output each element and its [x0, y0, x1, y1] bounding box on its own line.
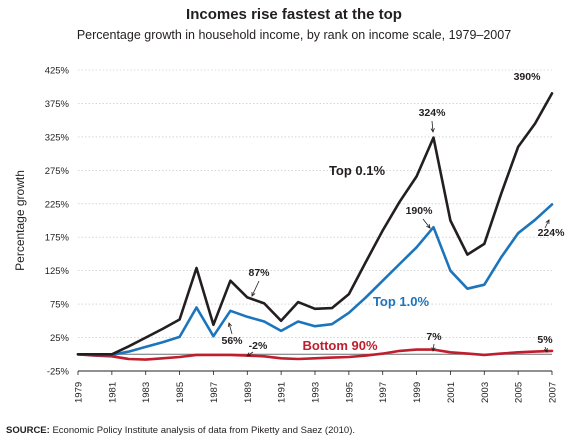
y-tick-label: 25%: [50, 333, 70, 344]
annotation-arrow: [228, 322, 233, 335]
x-tick-label: 1985: [175, 382, 186, 403]
annotation-arrowhead: [227, 322, 232, 328]
annotation-arrowhead: [246, 352, 252, 357]
series-line-bottom-90: [76, 348, 554, 361]
y-tick-label: 125%: [45, 266, 70, 277]
series-line-top-0.1: [76, 92, 554, 356]
annotation-arrow: [432, 343, 435, 352]
annotation-arrowhead: [543, 347, 548, 353]
annotation-label: -2%: [249, 340, 268, 352]
annotation-arrow: [422, 218, 431, 229]
y-tick-label: 375%: [45, 99, 70, 110]
chart-subtitle: Percentage growth in household income, b…: [76, 28, 512, 42]
y-tick-label: 275%: [45, 166, 70, 177]
x-tick-label: 2003: [480, 382, 491, 403]
x-tick-label: 1979: [74, 382, 85, 403]
y-tick-label: -25%: [47, 367, 70, 378]
annotation-label: 56%: [221, 335, 243, 347]
x-tick-label: 2001: [446, 382, 457, 403]
series-label-top-1.0: Top 1.0%: [373, 294, 430, 309]
annotation-arrow: [251, 280, 260, 297]
annotation-arrow: [431, 120, 434, 133]
x-tick-label: 2007: [548, 382, 559, 403]
x-tick-label: 1983: [141, 382, 152, 403]
annotation-label: 324%: [419, 107, 447, 119]
y-tick-label: 225%: [45, 199, 70, 210]
series-label-top-0.1: Top 0.1%: [329, 163, 386, 178]
source-note: SOURCE: Economic Policy Institute analys…: [6, 425, 355, 436]
y-tick-label: 175%: [45, 233, 70, 244]
annotation-arrowhead: [251, 291, 256, 297]
y-axis-label: Percentage growth: [13, 170, 27, 271]
x-tick-label: 1995: [344, 382, 355, 403]
x-tick-label: 1999: [412, 382, 423, 403]
source-label: SOURCE:: [6, 425, 50, 436]
x-tick-label: 1993: [311, 382, 322, 403]
x-tick-label: 2005: [514, 382, 525, 403]
y-tick-label: 425%: [45, 66, 70, 77]
annotation-label: 5%: [537, 334, 553, 346]
annotation-label: 87%: [248, 267, 270, 279]
y-tick-label: 325%: [45, 132, 70, 143]
annotation-label: 190%: [406, 205, 434, 217]
x-tick-label: 1997: [378, 382, 389, 403]
annotation-arrowhead: [430, 128, 435, 133]
annotation-label: 390%: [514, 71, 542, 83]
annotation-label: 224%: [538, 227, 566, 239]
annotation-label: 7%: [426, 331, 442, 343]
series-line-top-1.0: [76, 203, 554, 357]
x-tick-label: 1991: [277, 382, 288, 403]
chart-title: Incomes rise fastest at the top: [186, 6, 402, 23]
source-text: Economic Policy Institute analysis of da…: [52, 425, 356, 436]
series-label-bottom-90: Bottom 90%: [302, 338, 378, 353]
x-tick-label: 1989: [243, 382, 254, 403]
annotation-arrowhead: [431, 347, 436, 352]
annotation-arrowhead: [426, 224, 431, 229]
x-tick-label: 1981: [107, 382, 118, 403]
x-tick-label: 1987: [209, 382, 220, 403]
annotation-arrowhead: [545, 219, 550, 225]
y-tick-label: 75%: [50, 300, 70, 311]
annotation-arrow: [246, 351, 254, 357]
annotation-arrow: [544, 219, 550, 229]
